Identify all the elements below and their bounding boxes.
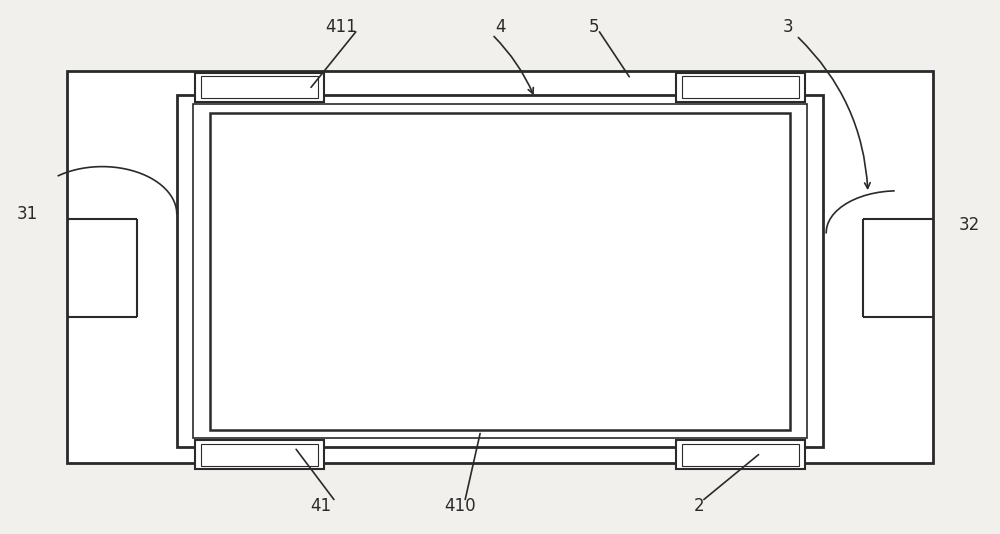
Bar [210,113,790,430]
Bar [177,95,823,446]
Text: 41: 41 [310,497,332,515]
Text: 410: 410 [444,497,476,515]
Text: 2: 2 [694,497,704,515]
Bar [195,73,324,101]
Text: 3: 3 [783,18,794,36]
Text: 32: 32 [959,216,980,234]
Bar [67,72,933,462]
Bar [676,441,805,469]
Bar [228,122,772,420]
Bar [201,76,318,98]
Text: 31: 31 [17,205,38,223]
Text: 411: 411 [325,18,357,36]
Bar [193,104,807,438]
Bar [201,444,318,466]
Bar [195,441,324,469]
Bar [676,73,805,101]
Text: 4: 4 [495,18,505,36]
Bar [682,444,799,466]
Bar [682,76,799,98]
Text: 5: 5 [589,18,600,36]
